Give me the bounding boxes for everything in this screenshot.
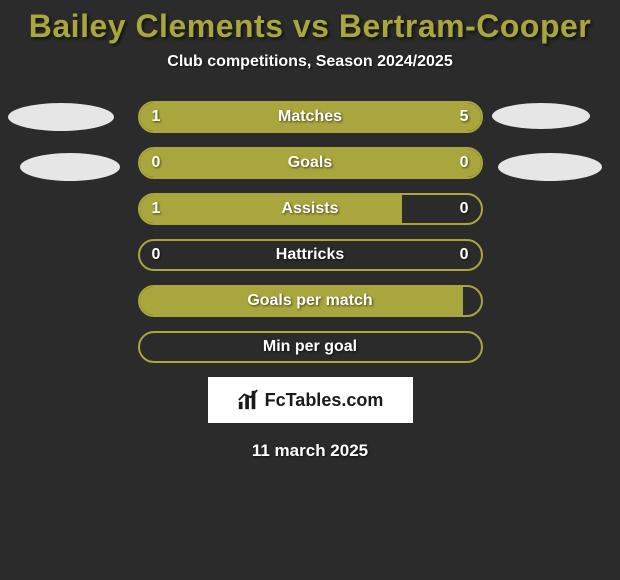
stat-row-hattricks: 0 0 Hattricks: [138, 239, 483, 271]
bars-icon: [237, 389, 259, 411]
player-ellipse-1: [20, 153, 120, 181]
stat-label: Assists: [282, 200, 339, 218]
stat-label: Hattricks: [276, 246, 344, 264]
stat-row-assists: 1 0 Assists: [138, 193, 483, 225]
stat-row-goals-per-match: Goals per match: [138, 285, 483, 317]
subtitle: Club competitions, Season 2024/2025: [0, 53, 620, 71]
fill-left: [140, 195, 403, 223]
value-right: 0: [460, 246, 469, 264]
stat-label: Goals: [288, 154, 332, 172]
stat-label: Goals per match: [247, 292, 372, 310]
stat-label: Matches: [278, 108, 342, 126]
stat-label: Min per goal: [263, 338, 357, 356]
value-left: 1: [152, 108, 161, 126]
player-ellipse-3: [498, 153, 602, 181]
player-ellipse-0: [8, 103, 114, 131]
page-title: Bailey Clements vs Bertram-Cooper: [0, 0, 620, 45]
player-ellipse-2: [492, 103, 590, 129]
stat-row-min-per-goal: Min per goal: [138, 331, 483, 363]
stats-area: 1 5 Matches 0 0 Goals 1 0 Assists 0 0 Hattricks Goal…: [0, 101, 620, 363]
fill-left: [140, 103, 197, 131]
stat-row-goals: 0 0 Goals: [138, 147, 483, 179]
value-right: 0: [460, 200, 469, 218]
logo-box: FcTables.com: [208, 377, 413, 423]
value-right: 5: [460, 108, 469, 126]
date-line: 11 march 2025: [0, 441, 620, 461]
value-left: 0: [152, 246, 161, 264]
value-left: 0: [152, 154, 161, 172]
stat-row-matches: 1 5 Matches: [138, 101, 483, 133]
value-left: 1: [152, 200, 161, 218]
logo-text: FcTables.com: [265, 390, 384, 411]
value-right: 0: [460, 154, 469, 172]
